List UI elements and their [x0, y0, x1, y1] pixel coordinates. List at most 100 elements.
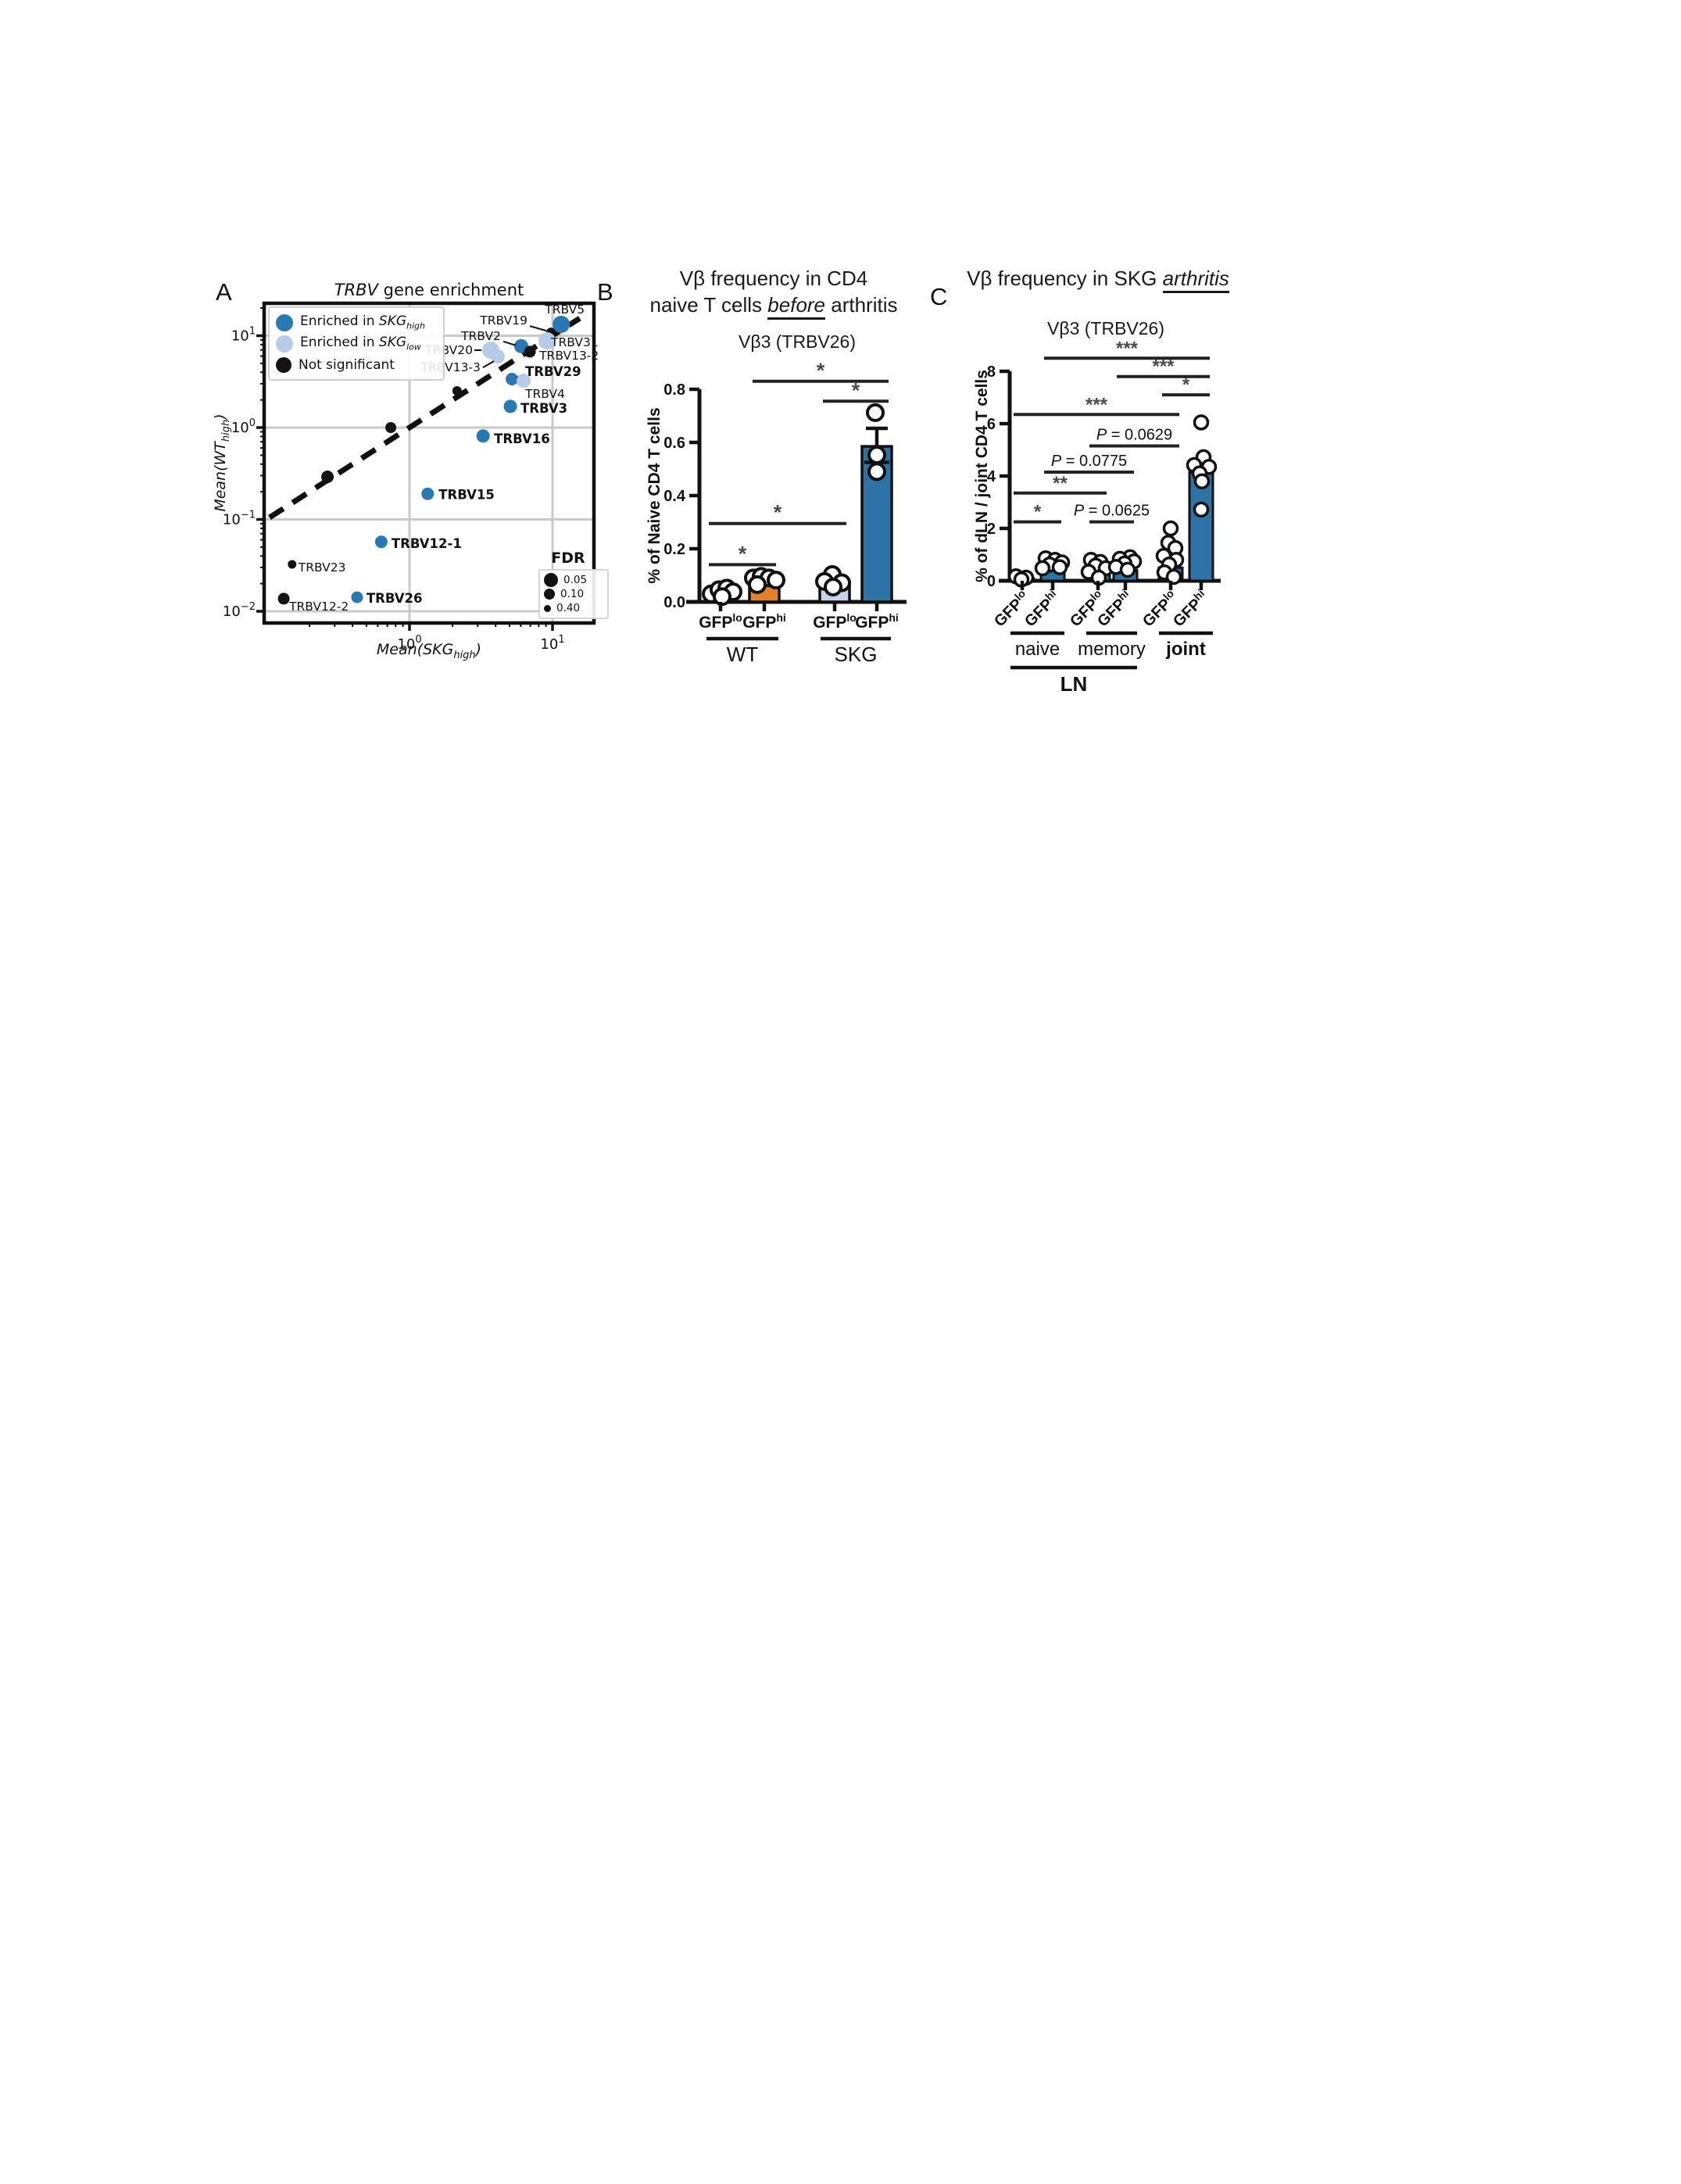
fdr-entry-label: 0.05	[563, 574, 588, 586]
data-point	[824, 577, 842, 596]
panel-a-legend: Enriched in SKGhigh Enriched in SKGlow N…	[268, 306, 445, 381]
fdr-dot-small-icon	[544, 604, 551, 612]
scatter-point-trbv15	[421, 487, 435, 500]
y-tick-label: 4	[987, 468, 996, 485]
skg-high-swatch-icon	[276, 313, 293, 331]
scatter-point-trbv5	[553, 315, 570, 333]
scatter-point	[321, 470, 334, 483]
data-point	[767, 571, 785, 590]
y-tick-label: 2	[987, 521, 996, 538]
scatter-point-trbv3	[503, 399, 517, 414]
sig-label-p: P = 0.0775	[1051, 453, 1127, 470]
gene-label-trbv5: TRBV5	[544, 303, 585, 317]
data-point	[1034, 560, 1051, 577]
panel-a-title-rest: gene enrichment	[377, 281, 524, 299]
sig-label-p: P = 0.0625	[1074, 503, 1150, 520]
panel-c-title: Vβ frequency in SKG arthritis	[942, 267, 1254, 293]
panel-b-title-line1: Vβ frequency in CD4	[679, 267, 868, 290]
fdr-entry-label: 0.10	[560, 588, 585, 600]
y-tick-label: 0.2	[663, 541, 685, 558]
sig-label-asterisk: *	[1034, 502, 1042, 523]
gene-label-trbv29: TRBV29	[525, 364, 581, 379]
fdr-entry-label: 0.40	[556, 602, 581, 614]
panel-b-subtitle: Vβ3 (TRBV26)	[739, 331, 856, 352]
gene-label-trbv23: TRBV23	[298, 560, 346, 575]
panel-b-letter: B	[597, 278, 613, 306]
panel-a-title-emph: TRBV	[334, 281, 378, 299]
legend-item-skg-low: Enriched in SKGlow	[276, 333, 437, 354]
panel-a-frame	[262, 301, 596, 625]
skg-low-swatch-icon	[276, 335, 293, 353]
sig-label-p: P = 0.0629	[1096, 426, 1172, 443]
panel-a-x-axis-label: Mean(SKGhigh)	[376, 641, 482, 661]
data-point	[867, 462, 886, 482]
scatter-point-trbv13-2	[524, 346, 536, 358]
x-tick-label-GFPlo: GFPlo	[813, 611, 857, 632]
gene-label-trbv4: TRBV4	[524, 387, 565, 401]
x-tick-label-GFPhi: GFPhi	[855, 611, 899, 632]
scatter-point-trbv12-2	[277, 593, 290, 605]
legend-item-skg-high: Enriched in SKGhigh	[276, 312, 437, 333]
y-tick-label: 0.6	[663, 435, 685, 452]
scatter-point-trbv29	[506, 373, 519, 386]
legend-item-label: Not significant	[299, 356, 395, 373]
panel-c-subtitle: Vβ3 (TRBV26)	[1047, 318, 1164, 338]
gene-label-trbv2: TRBV2	[460, 329, 501, 343]
data-point	[866, 403, 885, 422]
sig-label-asterisk: *	[817, 359, 825, 382]
y-tick-label: 100	[231, 417, 256, 436]
panel-b-y-axis-label: % of Naive CD4 T cells	[646, 407, 663, 584]
y-tick-label: 0.8	[663, 381, 685, 399]
panel-a-letter: A	[216, 278, 232, 306]
scatter-point-trbv26	[351, 591, 363, 603]
y-tick-label: 10−1	[223, 510, 256, 528]
gene-label-trbv26: TRBV26	[367, 591, 423, 606]
supergroup-label-LN: LN	[1060, 672, 1088, 696]
data-point	[1119, 561, 1136, 578]
gene-label-trbv16: TRBV16	[494, 431, 550, 446]
y-tick-label: 6	[987, 416, 996, 433]
data-point	[1193, 501, 1210, 518]
fdr-legend: 0.05 0.10 0.40	[538, 569, 609, 619]
y-tick-label: 0.4	[663, 488, 686, 505]
panel-c-letter: C	[930, 283, 948, 310]
before-emphasis: before	[767, 293, 826, 320]
fdr-entry: 0.40	[544, 601, 603, 615]
label-leader-line	[482, 360, 495, 368]
scatter-point	[385, 422, 397, 433]
gene-label-trbv15: TRBV15	[438, 488, 495, 503]
y-tick-label: 0.0	[663, 594, 685, 611]
fdr-entry: 0.05	[544, 573, 603, 587]
panel-b-title-line2: naive T cells before arthritis	[617, 293, 930, 320]
panel-c-y-axis-label: % of dLN / joint CD4 T cells	[973, 370, 991, 582]
gene-label-trbv12-1: TRBV12-1	[392, 536, 462, 551]
group-label-naive: naive	[1015, 639, 1060, 660]
not-significant-swatch-icon	[276, 356, 291, 373]
group-label-WT: WT	[727, 643, 759, 666]
data-point	[1051, 559, 1068, 575]
label-leader-line	[503, 340, 517, 346]
gene-label-trbv13-2: TRBV13-2	[538, 349, 599, 363]
sig-label-asterisk: **	[1053, 473, 1068, 494]
fdr-dot-large-icon	[544, 573, 558, 587]
sig-label-asterisk: *	[774, 501, 782, 525]
data-point	[748, 575, 767, 594]
x-tick-label-GFPhi: GFPhi	[742, 611, 786, 632]
gene-label-trbv3: TRBV3	[520, 401, 567, 416]
sig-label-asterisk: *	[739, 542, 747, 565]
data-point	[1165, 568, 1182, 585]
sig-label-asterisk: ***	[1085, 394, 1108, 415]
panel-a-title: TRBV gene enrichment	[273, 281, 585, 299]
scatter-point	[452, 386, 462, 396]
sig-label-asterisk: *	[852, 378, 860, 402]
scatter-point-trbv31	[538, 332, 556, 350]
data-point	[1162, 520, 1179, 537]
data-point	[1193, 473, 1211, 489]
legend-item-label: Enriched in SKGhigh	[300, 313, 426, 331]
sig-label-asterisk: *	[1182, 374, 1190, 396]
gene-label-trbv19: TRBV19	[479, 313, 528, 328]
x-tick-label-GFPhi: GFPhi	[1168, 587, 1212, 631]
x-tick-label-GFPlo: GFPlo	[699, 611, 742, 632]
